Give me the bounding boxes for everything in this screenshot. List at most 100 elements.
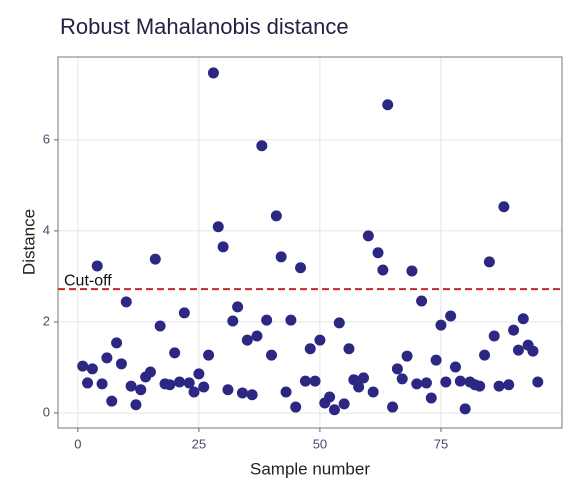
point xyxy=(324,391,336,403)
point xyxy=(256,140,268,152)
y-tick-label: 0 xyxy=(43,404,50,419)
point xyxy=(527,345,539,357)
point xyxy=(77,360,89,372)
point xyxy=(420,377,432,389)
point xyxy=(154,320,166,332)
point xyxy=(96,378,108,390)
point xyxy=(275,251,287,263)
point xyxy=(82,377,94,389)
point xyxy=(445,310,457,322)
point xyxy=(241,334,253,346)
point xyxy=(270,210,282,222)
point xyxy=(353,381,365,393)
point xyxy=(430,354,442,366)
point xyxy=(188,386,200,398)
point xyxy=(246,389,258,401)
point xyxy=(440,376,452,388)
point xyxy=(295,262,307,274)
x-tick-label: 50 xyxy=(313,436,327,451)
point xyxy=(183,377,195,389)
point xyxy=(285,314,297,326)
point xyxy=(411,378,423,390)
point xyxy=(382,99,394,111)
point xyxy=(372,247,384,259)
y-axis-label: Distance xyxy=(19,209,38,275)
y-tick-label: 6 xyxy=(43,131,50,146)
point xyxy=(130,399,142,411)
point xyxy=(236,387,248,399)
point xyxy=(343,343,355,355)
point xyxy=(362,230,374,242)
point xyxy=(193,368,205,380)
point xyxy=(115,358,127,370)
point xyxy=(391,363,403,375)
point xyxy=(299,375,311,387)
point xyxy=(207,67,219,79)
x-axis-label: Sample number xyxy=(250,459,370,478)
point xyxy=(91,260,103,272)
point xyxy=(493,380,505,392)
point xyxy=(169,347,181,359)
chart-title: Robust Mahalanobis distance xyxy=(60,14,349,39)
x-tick-label: 75 xyxy=(434,436,448,451)
point xyxy=(498,201,510,213)
point xyxy=(111,337,123,349)
point xyxy=(532,376,544,388)
point xyxy=(449,361,461,373)
plot-frame xyxy=(57,56,563,429)
point xyxy=(425,392,437,404)
point xyxy=(357,372,369,384)
point xyxy=(377,264,389,276)
point xyxy=(416,295,428,307)
y-tick-label: 4 xyxy=(43,222,50,237)
point xyxy=(406,265,418,277)
point xyxy=(454,375,466,387)
point xyxy=(435,319,447,331)
point xyxy=(503,379,515,391)
point xyxy=(144,366,156,378)
point xyxy=(217,241,229,253)
point xyxy=(396,373,408,385)
point xyxy=(290,401,302,413)
point xyxy=(474,380,486,392)
y-tick-label: 2 xyxy=(43,313,50,328)
point xyxy=(517,313,529,325)
x-tick-label: 25 xyxy=(192,436,206,451)
point xyxy=(488,330,500,342)
point xyxy=(149,253,161,265)
point xyxy=(338,398,350,410)
point xyxy=(479,349,491,361)
point xyxy=(304,343,316,355)
point xyxy=(328,404,340,416)
point xyxy=(512,344,524,356)
point xyxy=(314,334,326,346)
point xyxy=(203,349,215,361)
point xyxy=(232,301,244,313)
point xyxy=(135,384,147,396)
point xyxy=(164,379,176,391)
point xyxy=(483,256,495,268)
point xyxy=(178,307,190,319)
point xyxy=(309,375,321,387)
cutoff-label: Cut-off xyxy=(64,272,112,289)
point xyxy=(106,395,118,407)
point xyxy=(212,221,224,233)
point xyxy=(280,386,292,398)
point xyxy=(333,317,345,329)
point xyxy=(508,324,520,336)
point xyxy=(459,403,471,415)
point xyxy=(367,386,379,398)
x-tick-label: 0 xyxy=(74,436,81,451)
point xyxy=(86,363,98,375)
point xyxy=(251,330,263,342)
point xyxy=(387,401,399,413)
point xyxy=(120,296,132,308)
point xyxy=(261,314,273,326)
point xyxy=(101,352,113,364)
point xyxy=(198,381,210,393)
point xyxy=(125,380,137,392)
point xyxy=(401,350,413,362)
point xyxy=(227,315,239,327)
point xyxy=(266,349,278,361)
